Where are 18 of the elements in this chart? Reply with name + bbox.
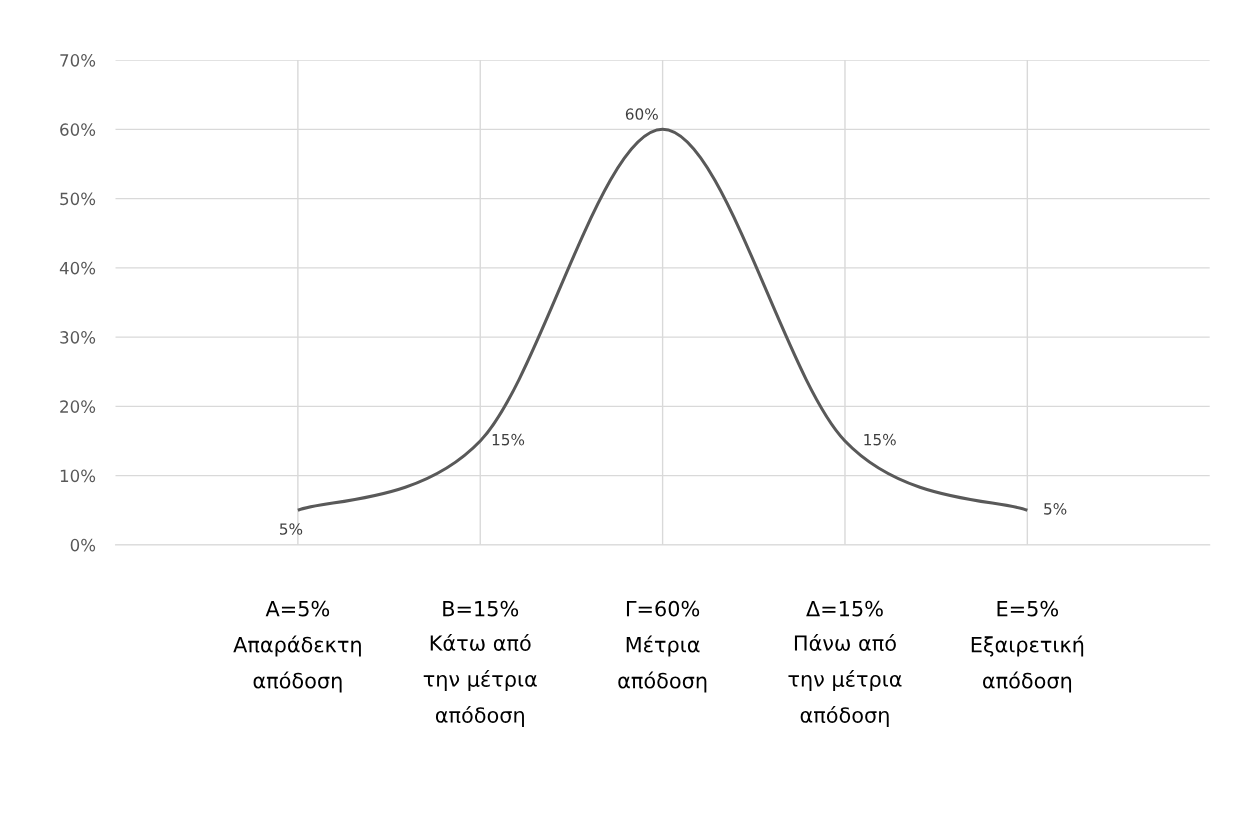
- x-tick-label: Β=15% Κάτω από την μέτρια απόδοση: [423, 600, 537, 727]
- data-label: 60%: [625, 108, 658, 120]
- x-tick-label: Α=5% Απαράδεκτη απόδοση: [233, 600, 361, 693]
- data-label: 15%: [492, 433, 525, 446]
- data-label: 15%: [864, 433, 896, 446]
- y-tick-label: 10%: [60, 469, 96, 483]
- y-tick-label: 20%: [60, 400, 96, 413]
- y-tick-label: 0%: [70, 538, 96, 552]
- x-tick-label: Γ=60% Μέτρια απόδοση: [618, 600, 707, 693]
- x-tick-label: Ε=5% Εξαιρετική απόδοση: [971, 600, 1084, 693]
- y-tick-label: 60%: [60, 123, 96, 136]
- x-tick-label: Δ=15% Πάνω από την μέτρια απόδοση: [788, 600, 902, 727]
- y-tick-label: 50%: [60, 192, 96, 206]
- y-tick-label: 30%: [60, 331, 96, 344]
- data-label: 5%: [279, 523, 303, 535]
- y-tick-label: 40%: [59, 261, 96, 275]
- data-label: 5%: [1044, 503, 1067, 515]
- y-tick-label: 70%: [60, 54, 96, 67]
